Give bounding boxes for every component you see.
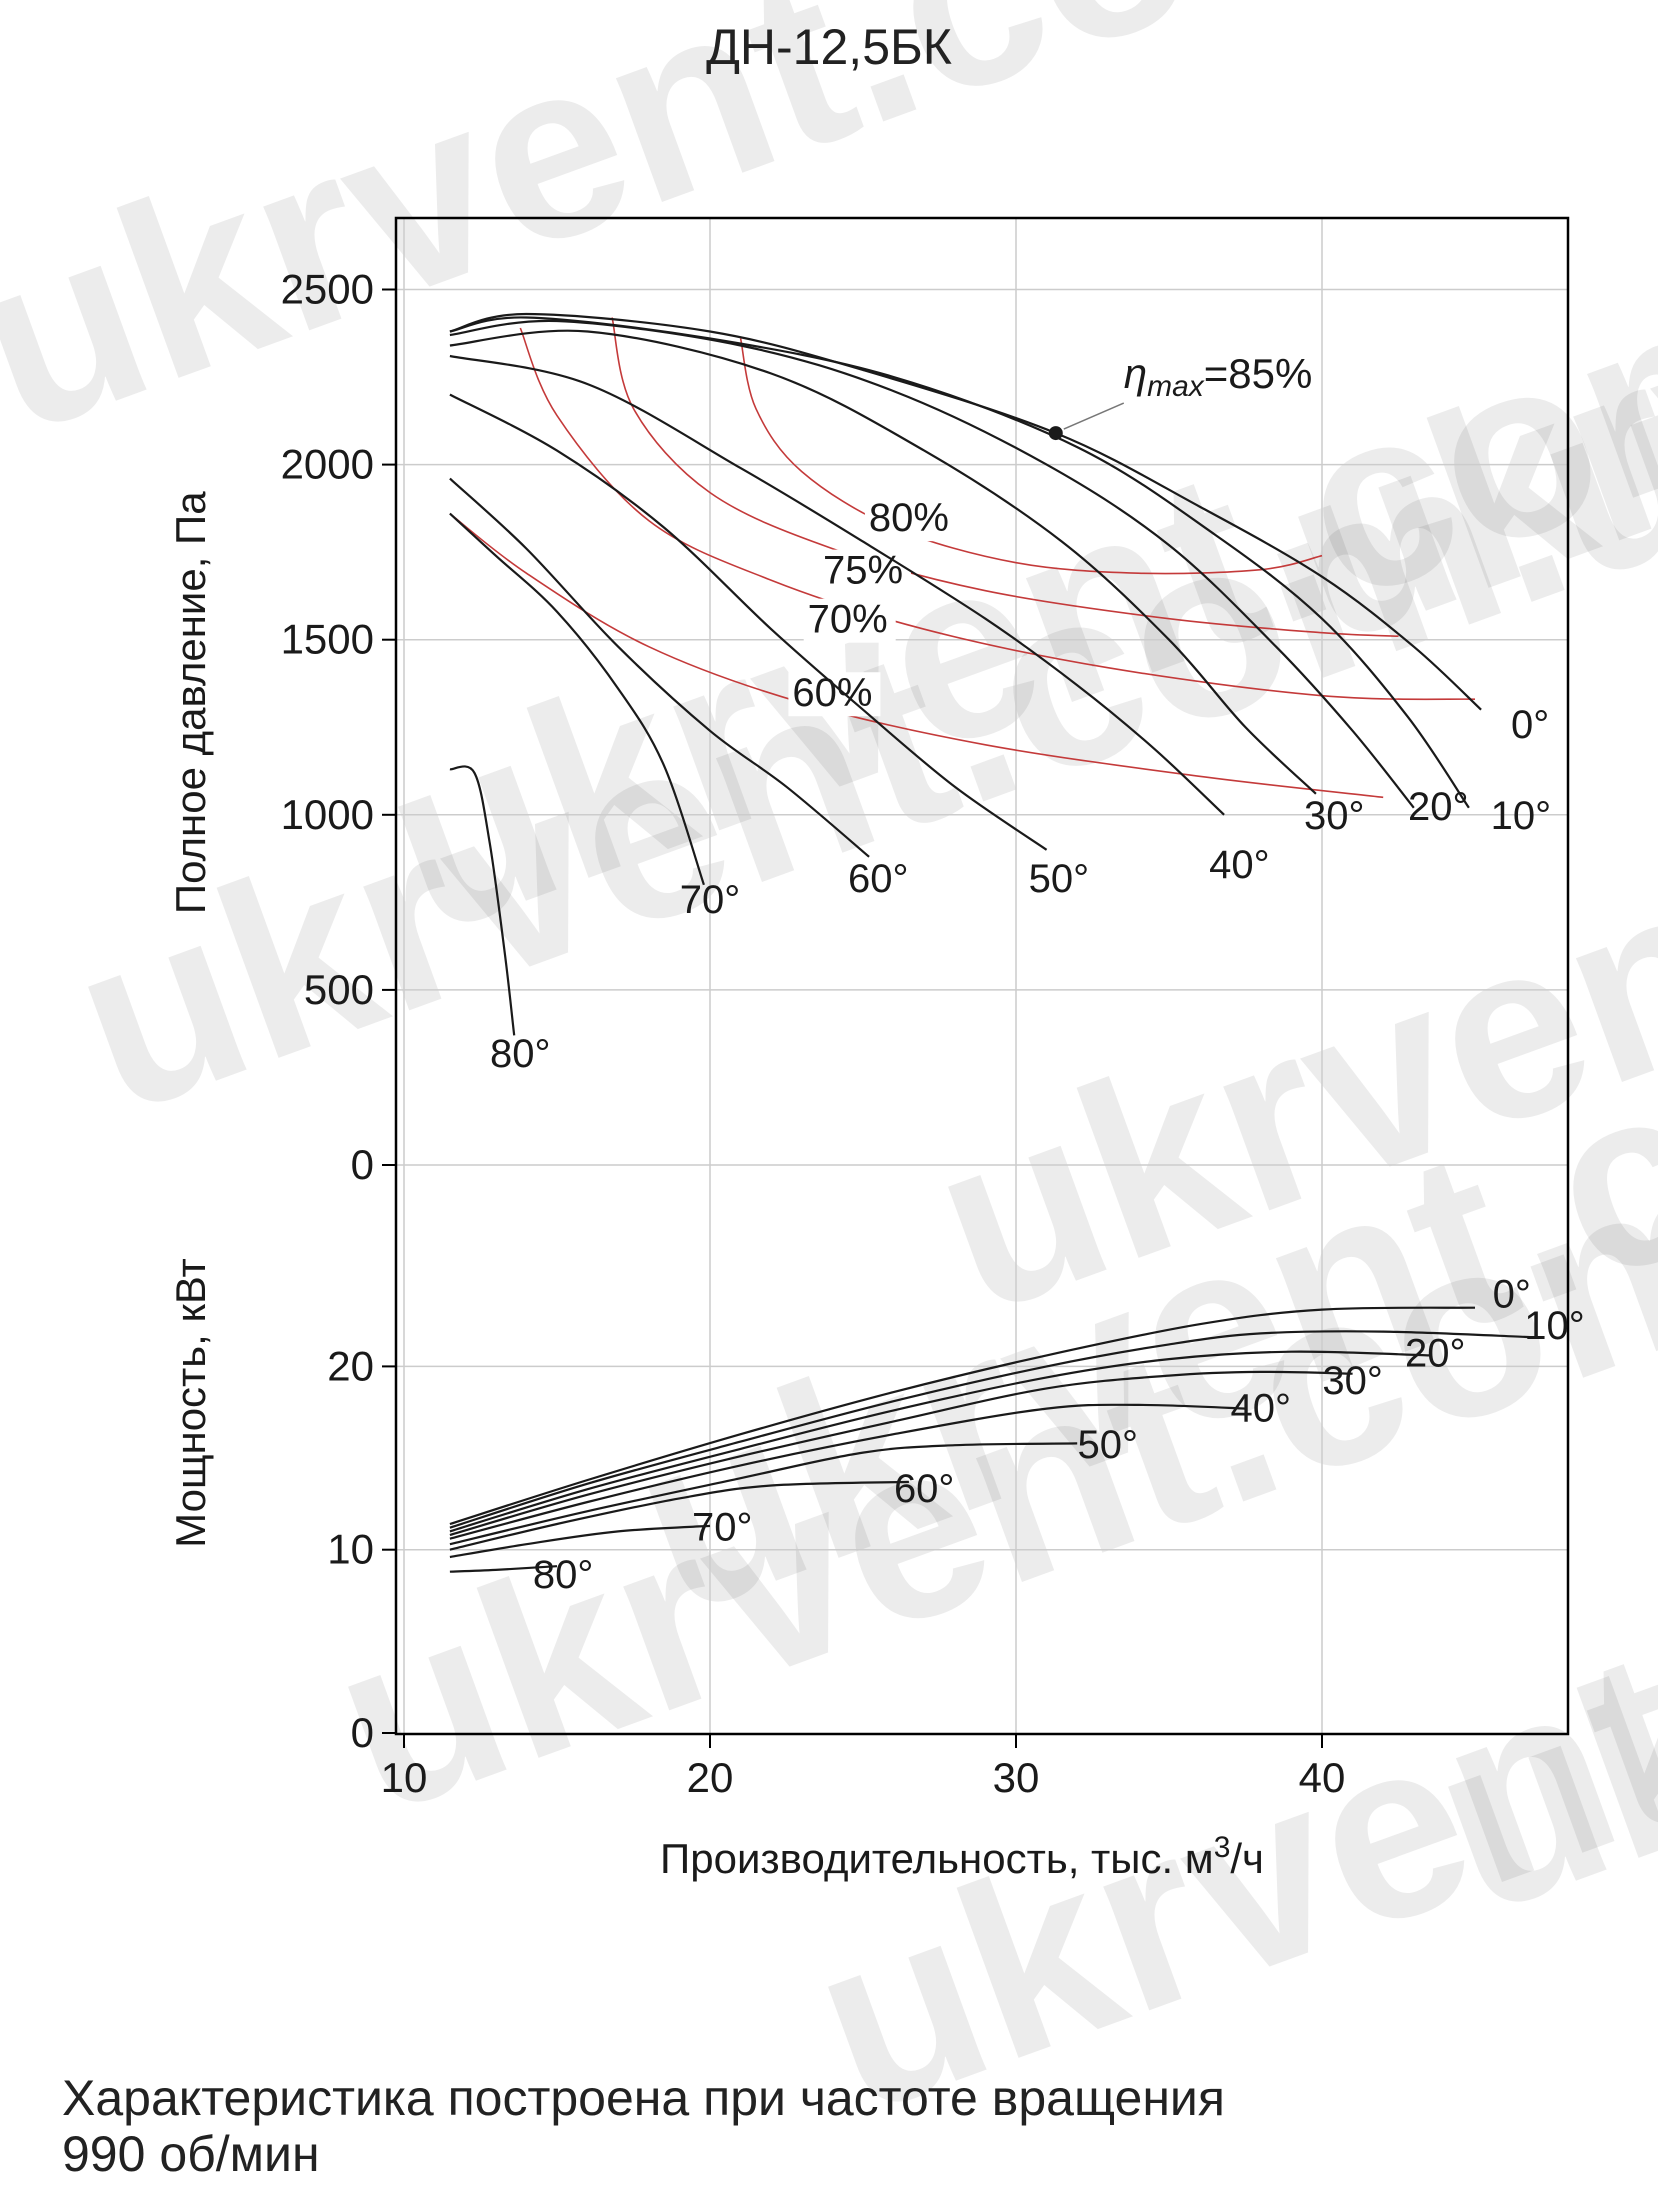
pressure-curve-80deg xyxy=(449,765,516,1036)
caption: Характеристика построена при частоте вра… xyxy=(62,2070,1562,2182)
pressure-curve-label: 50° xyxy=(1029,857,1090,901)
power-curve-30deg xyxy=(449,1370,1353,1537)
pressure-curve-label: 70° xyxy=(680,878,741,922)
grid xyxy=(396,218,1568,1734)
y-tick-label-pressure: 0 xyxy=(351,1141,374,1188)
power-curve-label: 80° xyxy=(533,1553,594,1597)
x-tick-label: 40 xyxy=(1299,1754,1346,1801)
efficiency-label-bg xyxy=(864,497,957,542)
pressure-curve-50deg xyxy=(449,393,1048,851)
efficiency-curve-80pct xyxy=(739,338,1323,575)
pressure-curve-label: 40° xyxy=(1209,843,1270,887)
y-tick-label-power: 10 xyxy=(327,1526,374,1573)
x-tick-label: 10 xyxy=(381,1754,428,1801)
power-curve-label: 70° xyxy=(692,1506,753,1550)
power-curve-label: 0° xyxy=(1493,1273,1531,1317)
caption-line-2: 990 об/мин xyxy=(62,2126,320,2182)
chart-title: ДН-12,5БК xyxy=(706,19,952,75)
pressure-curve-60deg xyxy=(449,477,870,858)
y-tick-label-power: 20 xyxy=(327,1342,374,1389)
pressure-curve-30deg xyxy=(449,329,1317,795)
power-curve-label: 20° xyxy=(1405,1331,1466,1375)
y-tick-label-pressure: 2500 xyxy=(281,266,374,313)
power-curve-label: 60° xyxy=(894,1467,955,1511)
power-curve-0deg xyxy=(449,1306,1476,1526)
eta-max-label: ηmax=85% xyxy=(1124,350,1313,403)
eta-max-point xyxy=(1048,426,1063,441)
efficiency-label: 75% xyxy=(823,549,903,593)
power-curve-80deg xyxy=(449,1565,558,1573)
power-curve-40deg xyxy=(449,1403,1246,1540)
y-tick-label-pressure: 500 xyxy=(304,966,374,1013)
power-curve-label: 10° xyxy=(1524,1304,1585,1348)
y-tick-label-pressure: 1000 xyxy=(281,791,374,838)
power-curve-10deg xyxy=(449,1330,1531,1529)
power-curve-70deg xyxy=(449,1524,711,1559)
plot-frame xyxy=(394,216,1570,1736)
y-axis-label-pressure: Полное давление, Па xyxy=(167,491,214,914)
y-tick-label-pressure: 1500 xyxy=(281,616,374,663)
efficiency-curve-75pct xyxy=(611,317,1399,637)
pressure-curve-70deg xyxy=(449,512,705,886)
pressure-curve-label: 20° xyxy=(1408,785,1469,829)
y-tick-label-power: 0 xyxy=(351,1709,374,1756)
power-curve-50deg xyxy=(449,1442,1078,1546)
pressure-curve-label: 60° xyxy=(848,857,909,901)
pressure-curve-label: 0° xyxy=(1511,703,1549,747)
x-tick-label: 30 xyxy=(993,1754,1040,1801)
pressure-curve-40deg xyxy=(449,354,1225,816)
pressure-curve-20deg xyxy=(449,319,1415,809)
efficiency-label: 60% xyxy=(792,671,872,715)
power-curve-60deg xyxy=(449,1480,909,1551)
pressure-curve-label: 30° xyxy=(1304,794,1365,838)
y-axis-label-power: Мощность, кВт xyxy=(167,1258,214,1548)
pressure-curve-0deg xyxy=(449,312,1482,711)
efficiency-label: 70% xyxy=(808,598,888,642)
power-curve-label: 40° xyxy=(1231,1386,1292,1430)
efficiency-label: 80% xyxy=(869,496,949,540)
efficiency-label-bg xyxy=(788,672,881,717)
efficiency-curve-70pct xyxy=(519,327,1476,701)
eta-max-leader xyxy=(1063,402,1125,430)
pressure-curve-label: 80° xyxy=(490,1032,551,1076)
efficiency-label-bg xyxy=(819,549,911,594)
power-curve-label: 30° xyxy=(1322,1359,1383,1403)
pressure-curve-label: 10° xyxy=(1491,794,1552,838)
power-curve-20deg xyxy=(449,1350,1430,1533)
y-tick-label-pressure: 2000 xyxy=(281,441,374,488)
x-tick-label: 20 xyxy=(687,1754,734,1801)
power-curve-label: 50° xyxy=(1078,1423,1139,1467)
x-axis-label: Производительность, тыс. м3/ч xyxy=(660,1831,1264,1882)
caption-line-1: Характеристика построена при частоте вра… xyxy=(62,2070,1225,2126)
efficiency-label-bg xyxy=(803,598,896,643)
